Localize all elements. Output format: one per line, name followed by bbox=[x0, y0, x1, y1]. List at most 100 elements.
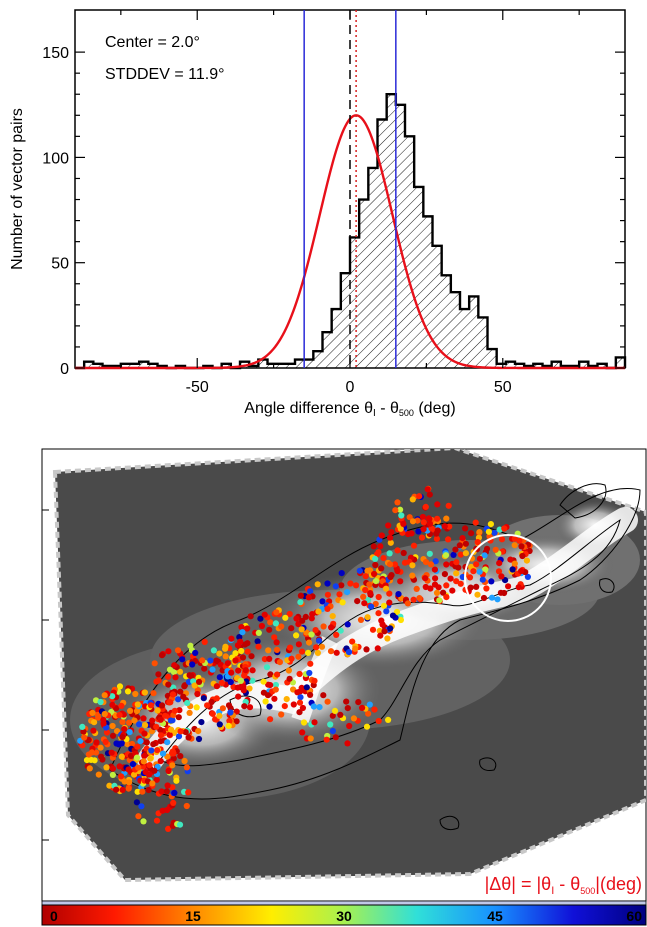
polarization-point bbox=[305, 594, 312, 601]
polarization-point bbox=[187, 642, 194, 649]
polarization-point bbox=[372, 578, 380, 585]
polarization-point bbox=[360, 593, 367, 601]
polarization-point bbox=[394, 499, 401, 506]
polarization-point bbox=[246, 704, 254, 711]
polarization-point bbox=[422, 575, 429, 582]
polarization-point bbox=[387, 539, 394, 546]
polarization-point bbox=[149, 780, 156, 787]
polarization-point bbox=[124, 741, 131, 748]
polarization-point bbox=[227, 709, 234, 716]
polarization-point bbox=[169, 691, 177, 698]
polarization-point bbox=[125, 766, 132, 773]
polarization-point bbox=[185, 789, 192, 796]
polarization-point bbox=[487, 521, 494, 528]
polarization-point bbox=[476, 555, 483, 562]
polarization-point bbox=[314, 581, 321, 588]
polarization-point bbox=[498, 536, 506, 543]
polarization-point bbox=[329, 712, 336, 719]
polarization-point bbox=[363, 723, 371, 730]
polarization-point bbox=[495, 568, 503, 575]
polarization-point bbox=[232, 657, 239, 664]
polarization-point bbox=[242, 641, 249, 648]
polarization-point bbox=[324, 605, 331, 613]
polarization-point bbox=[328, 624, 335, 631]
polarization-point bbox=[393, 608, 401, 616]
polarization-point bbox=[177, 688, 184, 695]
polarization-point bbox=[424, 486, 431, 493]
polarization-point bbox=[308, 631, 315, 638]
polarization-point bbox=[303, 684, 310, 691]
polarization-point bbox=[372, 600, 379, 608]
polarization-point bbox=[164, 782, 171, 789]
polarization-point bbox=[318, 643, 326, 650]
colorbar-tick-label: 15 bbox=[185, 908, 201, 924]
polarization-point bbox=[354, 598, 361, 605]
polarization-point bbox=[319, 598, 326, 605]
polarization-point bbox=[286, 644, 294, 651]
highlight-circle bbox=[464, 534, 552, 622]
polarization-point bbox=[298, 648, 306, 655]
polarization-point bbox=[272, 620, 279, 627]
polarization-point bbox=[193, 704, 200, 711]
colorbar-tick-label: 30 bbox=[336, 908, 352, 924]
polarization-point bbox=[257, 615, 264, 622]
polarization-point bbox=[338, 582, 345, 589]
colorbar-tick-label: 0 bbox=[50, 908, 58, 924]
polarization-point bbox=[388, 572, 395, 579]
polarization-point bbox=[400, 549, 407, 557]
polarization-point bbox=[109, 693, 116, 700]
polarization-point bbox=[309, 611, 316, 618]
polarization-point bbox=[218, 679, 225, 687]
polarization-point bbox=[129, 761, 137, 768]
polarization-point bbox=[264, 692, 272, 699]
polarization-point bbox=[410, 542, 418, 549]
polarization-point bbox=[238, 647, 245, 655]
polarization-point bbox=[337, 627, 344, 634]
polarization-point bbox=[235, 667, 242, 674]
polarization-point bbox=[272, 681, 279, 689]
polarization-point bbox=[297, 592, 304, 599]
polarization-point bbox=[109, 771, 116, 779]
polarization-point bbox=[194, 690, 201, 698]
polarization-point bbox=[118, 702, 125, 710]
polarization-point bbox=[140, 818, 147, 825]
polarization-point bbox=[151, 660, 158, 667]
polarization-point bbox=[267, 671, 274, 678]
colorbar-tick-label: 60 bbox=[626, 908, 642, 924]
polarization-point bbox=[298, 626, 305, 633]
polarization-point bbox=[386, 590, 393, 597]
polarization-point bbox=[153, 817, 161, 824]
polarization-point bbox=[422, 503, 429, 510]
polarization-point bbox=[165, 673, 172, 680]
polarization-point bbox=[442, 552, 450, 559]
polarization-point bbox=[86, 765, 93, 772]
polarization-point bbox=[116, 683, 124, 690]
polarization-point bbox=[501, 525, 508, 532]
polarization-point bbox=[249, 677, 256, 684]
polarization-point bbox=[148, 747, 155, 754]
polarization-point bbox=[324, 698, 331, 705]
polarization-point bbox=[462, 525, 469, 532]
polarization-point bbox=[241, 703, 248, 710]
polarization-point bbox=[350, 715, 357, 722]
polarization-point bbox=[369, 626, 377, 633]
polarization-point bbox=[380, 555, 387, 562]
polarization-point bbox=[426, 550, 433, 557]
polarization-point bbox=[139, 788, 146, 795]
polarization-point bbox=[103, 729, 111, 736]
polarization-point bbox=[134, 788, 141, 795]
polarization-point bbox=[485, 528, 492, 535]
polarization-point bbox=[159, 702, 166, 709]
polarization-point bbox=[332, 734, 339, 741]
polarization-point bbox=[394, 547, 401, 554]
colorbar-tick-labels: 0 15 30 45 60 bbox=[50, 908, 642, 924]
polarization-point bbox=[171, 789, 178, 797]
polarization-point bbox=[81, 734, 88, 741]
tick-labels: -50 0 50 0 50 100 150 bbox=[42, 45, 511, 396]
polarization-point bbox=[196, 678, 203, 686]
polarization-point bbox=[102, 738, 109, 746]
polarization-point bbox=[126, 779, 133, 786]
polarization-point bbox=[266, 626, 273, 633]
polarization-point bbox=[247, 613, 254, 620]
polarization-point bbox=[296, 699, 304, 706]
